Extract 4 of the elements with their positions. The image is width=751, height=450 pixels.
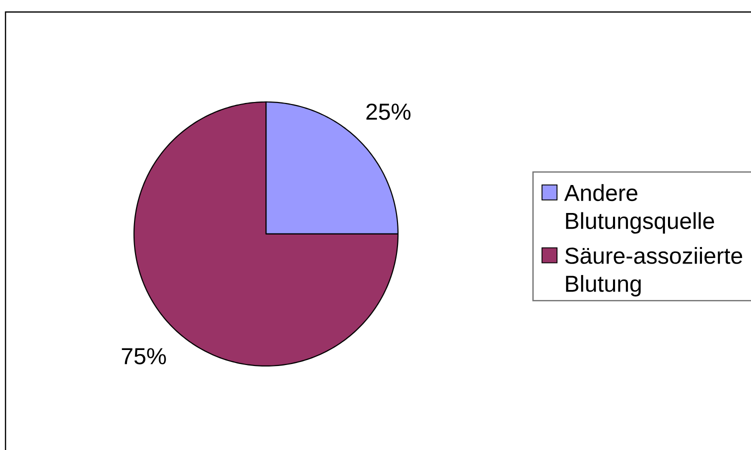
legend-label: Säure-assoziierte Blutung [565, 247, 742, 296]
data-label: 25% [366, 104, 410, 120]
legend-label: Andere Blutungsquelle [564, 184, 714, 234]
data-label: 75% [122, 348, 166, 364]
